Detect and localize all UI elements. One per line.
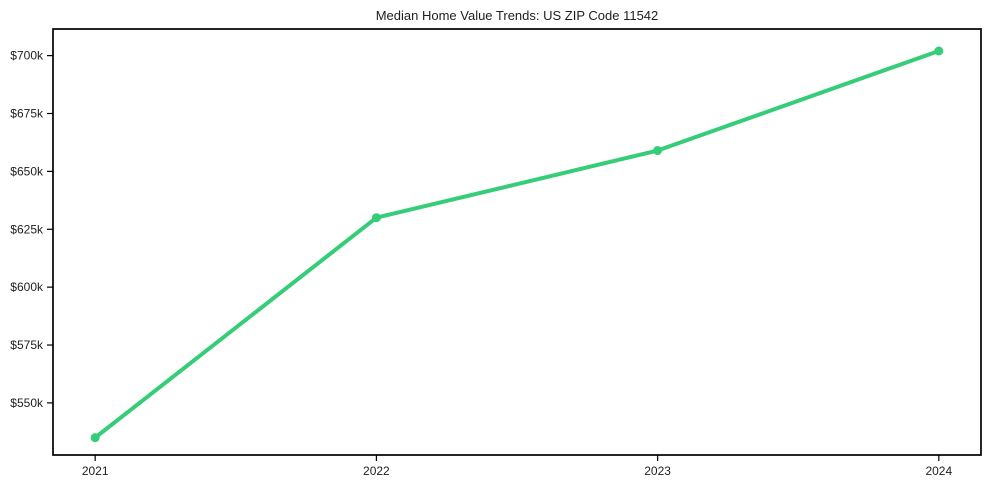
y-tick-label: $575k [10, 338, 44, 352]
y-tick-label: $550k [10, 396, 44, 410]
y-tick-label: $650k [10, 164, 44, 178]
y-tick-label: $700k [10, 49, 44, 63]
data-point-marker [371, 213, 381, 223]
chart-title: Median Home Value Trends: US ZIP Code 11… [375, 8, 659, 23]
data-point-marker [653, 146, 663, 156]
x-tick-label: 2022 [363, 464, 390, 478]
plot-frame [52, 28, 982, 456]
y-tick-label: $625k [10, 222, 44, 236]
y-tick-label: $600k [10, 280, 44, 294]
data-point-marker [90, 433, 100, 443]
trend-line [93, 48, 941, 440]
x-tick-label: 2021 [82, 464, 109, 478]
x-tick-label: 2023 [644, 464, 671, 478]
x-tick-label: 2024 [925, 464, 952, 478]
y-tick-label: $675k [10, 107, 44, 121]
data-point-marker [934, 46, 944, 56]
